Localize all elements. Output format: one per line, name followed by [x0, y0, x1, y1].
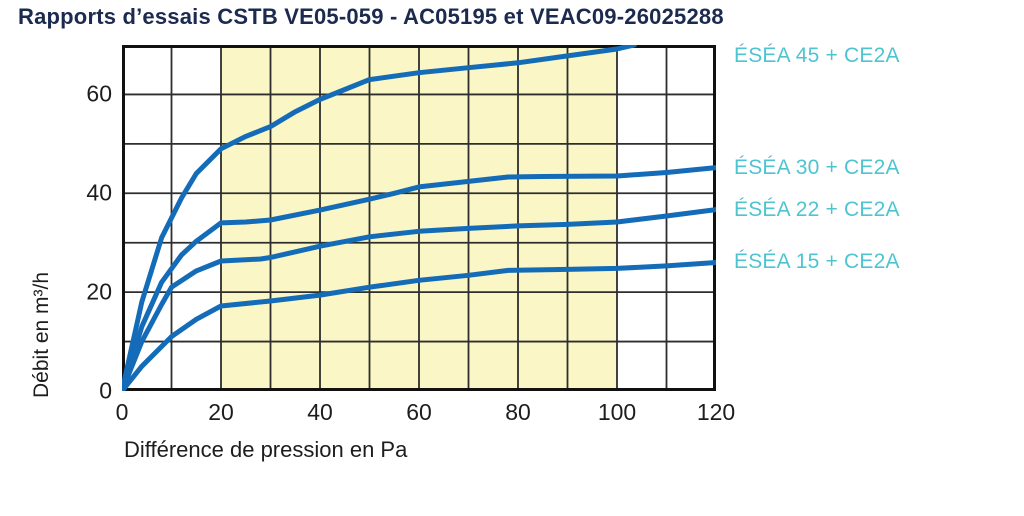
- y-tick-label: 40: [86, 179, 112, 206]
- plot-border: [122, 45, 716, 391]
- y-tick-label: 20: [86, 278, 112, 305]
- page-title: Rapports d’essais CSTB VE05-059 - AC0519…: [18, 4, 724, 29]
- series-curve: [122, 165, 716, 391]
- series-label: ÉSÉA 22 + CE2A: [734, 197, 900, 221]
- series-curve: [122, 207, 716, 391]
- flow-pressure-plot: [122, 45, 716, 391]
- x-tick-label: 100: [597, 399, 637, 425]
- x-tick-label: 40: [307, 399, 333, 425]
- x-tick-label: 20: [208, 399, 234, 425]
- series-label: ÉSÉA 45 + CE2A: [734, 44, 900, 67]
- y-tick-label: 60: [86, 80, 112, 107]
- x-tick-label: 80: [505, 399, 531, 425]
- series-curve: [122, 260, 716, 391]
- x-axis-title: Différence de pression en Pa: [124, 437, 408, 462]
- x-tick-label: 0: [115, 399, 129, 425]
- series-label: ÉSÉA 30 + CE2A: [734, 155, 900, 179]
- y-axis-title: Débit en m³/h: [30, 271, 53, 398]
- x-tick-label: 120: [696, 399, 736, 425]
- series-label: ÉSÉA 15 + CE2A: [734, 250, 900, 274]
- y-tick-label: 0: [99, 377, 112, 404]
- series-curve: [122, 45, 637, 391]
- x-tick-label: 60: [406, 399, 432, 425]
